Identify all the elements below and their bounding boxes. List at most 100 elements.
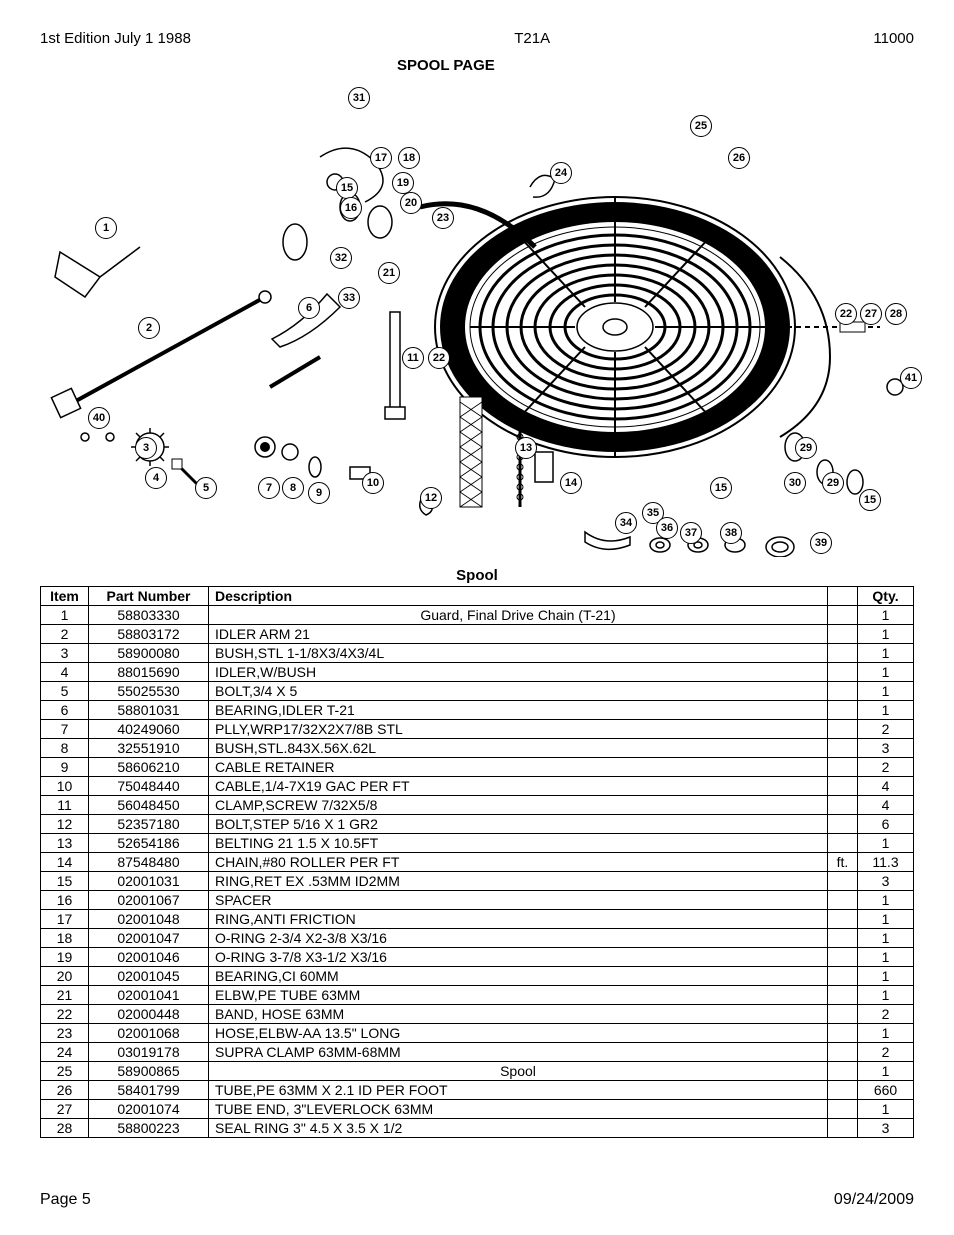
unit-cell [828, 1100, 858, 1119]
callout-balloon: 22 [428, 347, 450, 369]
qty-cell: 1 [858, 834, 914, 853]
callout-balloon: 2 [138, 317, 160, 339]
table-row: 2002001045BEARING,CI 60MM1 [41, 967, 914, 986]
callout-balloon: 29 [795, 437, 817, 459]
item-cell: 6 [41, 701, 89, 720]
callout-balloon: 7 [258, 477, 280, 499]
callout-balloon: 41 [900, 367, 922, 389]
callout-balloon: 14 [560, 472, 582, 494]
item-cell: 22 [41, 1005, 89, 1024]
part-cell: 58401799 [89, 1081, 209, 1100]
part-cell: 58800223 [89, 1119, 209, 1138]
desc-cell: PLLY,WRP17/32X2X7/8B STL [209, 720, 828, 739]
unit-cell [828, 967, 858, 986]
desc-cell: SUPRA CLAMP 63MM-68MM [209, 1043, 828, 1062]
callout-balloon: 32 [330, 247, 352, 269]
callout-balloon: 28 [885, 303, 907, 325]
table-row: 2202000448BAND, HOSE 63MM2 [41, 1005, 914, 1024]
table-header-row: Item Part Number Description Qty. [41, 587, 914, 606]
item-cell: 20 [41, 967, 89, 986]
part-cell: 58900865 [89, 1062, 209, 1081]
table-row: 1502001031RING,RET EX .53MM ID2MM 3 [41, 872, 914, 891]
col-item: Item [41, 587, 89, 606]
unit-cell [828, 644, 858, 663]
unit-cell [828, 625, 858, 644]
desc-cell: CABLE,1/4-7X19 GAC PER FT [209, 777, 828, 796]
part-cell: 40249060 [89, 720, 209, 739]
desc-cell: IDLER,W/BUSH [209, 663, 828, 682]
table-row: 158803330Guard, Final Drive Chain (T-21)… [41, 606, 914, 625]
item-cell: 24 [41, 1043, 89, 1062]
item-cell: 27 [41, 1100, 89, 1119]
qty-cell: 1 [858, 967, 914, 986]
qty-cell: 2 [858, 1005, 914, 1024]
callout-balloon: 3 [135, 437, 157, 459]
unit-cell [828, 815, 858, 834]
part-cell: 56048450 [89, 796, 209, 815]
desc-cell: Guard, Final Drive Chain (T-21) [209, 606, 828, 625]
qty-cell: 1 [858, 682, 914, 701]
callout-balloon: 37 [680, 522, 702, 544]
unit-cell [828, 1119, 858, 1138]
item-cell: 12 [41, 815, 89, 834]
callout-balloon: 15 [710, 477, 732, 499]
table-row: 832551910BUSH,STL.843X.56X.62L3 [41, 739, 914, 758]
table-row: 2403019178SUPRA CLAMP 63MM-68MM 2 [41, 1043, 914, 1062]
part-cell: 58900080 [89, 644, 209, 663]
unit-cell [828, 1081, 858, 1100]
part-cell: 58606210 [89, 758, 209, 777]
desc-cell: Spool [209, 1062, 828, 1081]
callout-balloon: 15 [336, 177, 358, 199]
unit-cell [828, 758, 858, 777]
unit-cell [828, 1005, 858, 1024]
qty-cell: 2 [858, 1043, 914, 1062]
callout-balloon: 30 [784, 472, 806, 494]
unit-cell [828, 739, 858, 758]
table-row: 2702001074TUBE END, 3"LEVERLOCK 63MM1 [41, 1100, 914, 1119]
part-cell: 02001047 [89, 929, 209, 948]
unit-cell [828, 606, 858, 625]
item-cell: 15 [41, 872, 89, 891]
part-cell: 02001031 [89, 872, 209, 891]
item-cell: 13 [41, 834, 89, 853]
part-cell: 03019178 [89, 1043, 209, 1062]
desc-cell: BUSH,STL 1-1/8X3/4X3/4L [209, 644, 828, 663]
callout-balloon: 11 [402, 347, 424, 369]
qty-cell: 3 [858, 872, 914, 891]
table-row: 1802001047O-RING 2-3/4 X2-3/8 X3/161 [41, 929, 914, 948]
callout-balloon: 21 [378, 262, 400, 284]
unit-cell [828, 1062, 858, 1081]
unit-cell [828, 777, 858, 796]
desc-cell: CABLE RETAINER [209, 758, 828, 777]
qty-cell: 1 [858, 1100, 914, 1119]
item-cell: 28 [41, 1119, 89, 1138]
table-row: 258803172IDLER ARM 211 [41, 625, 914, 644]
part-cell: 02001074 [89, 1100, 209, 1119]
unit-cell [828, 948, 858, 967]
table-row: 488015690IDLER,W/BUSH1 [41, 663, 914, 682]
diagram-svg [40, 77, 914, 557]
qty-cell: 1 [858, 663, 914, 682]
qty-cell: 1 [858, 929, 914, 948]
qty-cell: 1 [858, 625, 914, 644]
desc-cell: RING,RET EX .53MM ID2MM [209, 872, 828, 891]
callout-balloon: 22 [835, 303, 857, 325]
table-row: 2302001068HOSE,ELBW-AA 13.5" LONG1 [41, 1024, 914, 1043]
callout-balloon: 31 [348, 87, 370, 109]
callout-balloon: 24 [550, 162, 572, 184]
qty-cell: 1 [858, 948, 914, 967]
item-cell: 9 [41, 758, 89, 777]
callout-balloon: 18 [398, 147, 420, 169]
desc-cell: BAND, HOSE 63MM [209, 1005, 828, 1024]
header-model: T21A [514, 30, 550, 47]
unit-cell [828, 682, 858, 701]
item-cell: 26 [41, 1081, 89, 1100]
callout-balloon: 17 [370, 147, 392, 169]
desc-cell: BEARING,IDLER T-21 [209, 701, 828, 720]
desc-cell: HOSE,ELBW-AA 13.5" LONG [209, 1024, 828, 1043]
table-row: 358900080BUSH,STL 1-1/8X3/4X3/4L1 [41, 644, 914, 663]
item-cell: 4 [41, 663, 89, 682]
callout-balloon: 1 [95, 217, 117, 239]
callout-balloon: 13 [515, 437, 537, 459]
desc-cell: BOLT,STEP 5/16 X 1 GR2 [209, 815, 828, 834]
